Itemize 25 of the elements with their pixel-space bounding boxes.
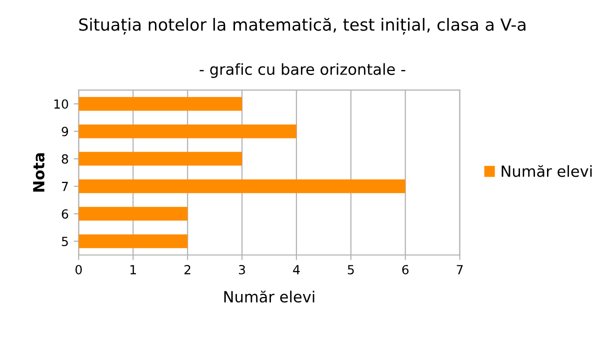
y-tick-label: 6 — [62, 209, 68, 219]
bar — [78, 124, 296, 138]
x-tick-label: 5 — [348, 265, 354, 274]
bar — [78, 234, 188, 248]
x-tick-label: 1 — [130, 265, 136, 274]
x-tick-label: 7 — [456, 265, 463, 274]
bar — [78, 179, 406, 194]
chart-subtitle: - grafic cu bare orizontale - — [200, 63, 406, 78]
x-tick-label: 0 — [76, 264, 82, 274]
x-tick-label: 4 — [293, 265, 300, 274]
x-tick-label: 2 — [184, 264, 190, 274]
x-axis-title: Număr elevi — [224, 290, 314, 303]
bar — [78, 152, 242, 166]
y-tick-label: 8 — [62, 154, 68, 164]
bar — [78, 206, 188, 221]
y-tick-label: 9 — [62, 126, 68, 136]
legend-label: Număr elevi — [502, 165, 592, 177]
x-tick-label: 3 — [238, 264, 245, 274]
y-tick-label: 7 — [62, 182, 68, 192]
y-tick-label: 5 — [62, 236, 68, 246]
bar — [78, 96, 242, 111]
x-tick-label: 6 — [402, 264, 409, 274]
chart-title: Situația notelor la matematică, test inițial, clasa a V-a — [79, 18, 526, 35]
y-tick-label: 10 — [54, 99, 68, 109]
y-axis-title: Nota — [33, 153, 45, 192]
